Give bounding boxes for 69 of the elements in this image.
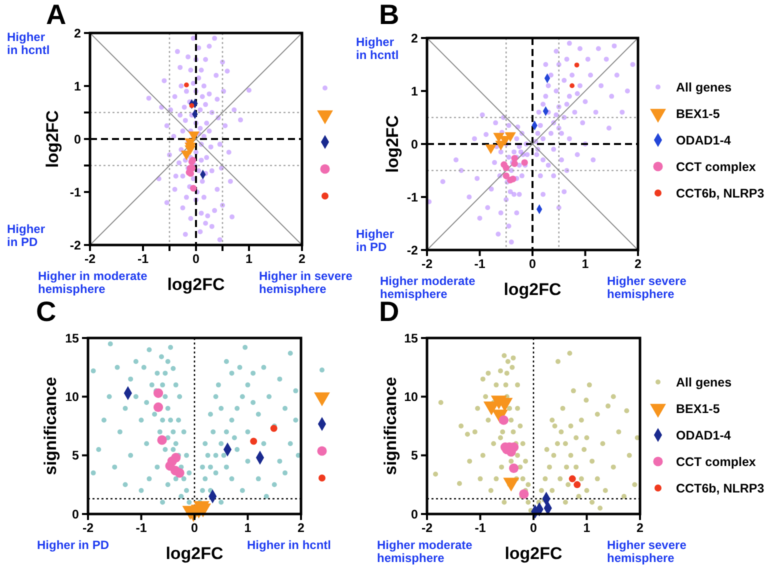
y-axis-title: log2FC	[382, 115, 402, 173]
text: Higher in PD	[7, 222, 46, 249]
y-tick-label: 5	[72, 448, 80, 463]
y-axis-title: significance	[380, 376, 400, 476]
y-tick-label: 5	[411, 448, 418, 463]
x-tick-label: 2	[634, 257, 642, 271]
legend-label: BEX1-5	[676, 106, 720, 121]
y-tick-label: 0	[411, 507, 418, 522]
y-tick-label: 10	[404, 390, 418, 404]
x-tick-label: 0	[529, 257, 536, 271]
text: Higher severe hemisphere	[607, 274, 687, 301]
text: Higher in severe hemisphere	[259, 269, 353, 296]
y-tick-label: 1	[411, 84, 418, 98]
text: Higher in hcntl	[356, 35, 399, 62]
x-tick-label: -1	[474, 521, 486, 535]
legend-label: ODAD1-4	[676, 133, 731, 148]
x-tick-label: -1	[474, 257, 486, 271]
chart-title: A	[46, 0, 66, 30]
x-tick-label: -1	[137, 252, 149, 266]
x-tick-label: -2	[84, 252, 96, 266]
text: Higher moderate hemisphere	[377, 538, 473, 565]
text: Higher in PD	[356, 227, 394, 254]
y-axis-title: log2FC	[42, 110, 62, 168]
y-tick-label: 1	[74, 79, 82, 94]
x-tick-label: -1	[136, 521, 147, 535]
y-tick-label: -1	[406, 190, 418, 204]
text: Higher in hcntl	[247, 538, 331, 552]
x-tick-label: 1	[583, 521, 590, 535]
x-tick-label: -2	[421, 257, 433, 271]
x-tick-label: 2	[298, 521, 305, 535]
x-tick-label: 1	[582, 257, 589, 271]
y-tick-label: 2	[74, 26, 82, 40]
y-tick-label: 15	[65, 331, 80, 346]
text: Higher in moderate hemisphere	[38, 269, 148, 296]
legend-label: CCT complex	[676, 454, 756, 469]
x-tick-label: 1	[244, 521, 252, 535]
chart-title: C	[36, 296, 56, 327]
x-axis-title: log2FC	[504, 280, 562, 299]
x-tick-label: 0	[191, 521, 198, 535]
legend-label: BEX1-5	[676, 402, 720, 416]
text: Higher in hcntl	[7, 30, 50, 57]
y-axis-title: significance	[40, 376, 60, 476]
text: Higher moderate hemisphere	[380, 274, 476, 301]
y-tick-label: 0	[72, 507, 80, 522]
chart-title: B	[379, 0, 400, 30]
x-tick-label: 0	[192, 252, 200, 266]
y-tick-label: 15	[404, 331, 418, 346]
text: Higher severe hemisphere	[607, 538, 687, 565]
legend-label: ODAD1-4	[676, 428, 731, 442]
y-tick-label: -1	[70, 185, 82, 200]
x-axis-title: log2FC	[166, 544, 224, 563]
y-tick-label: 10	[65, 390, 80, 404]
legend-label: CCT complex	[676, 160, 756, 174]
text: Higher in PD	[37, 538, 110, 552]
legend-label: CCT6b, NLRP3	[676, 186, 764, 200]
x-tick-label: -2	[421, 521, 433, 535]
x-tick-label: 1	[246, 252, 253, 266]
legend-label: All genes	[676, 375, 732, 390]
x-axis-title: log2FC	[167, 275, 225, 294]
x-tick-label: 2	[636, 521, 644, 535]
x-tick-label: 0	[530, 521, 538, 535]
y-tick-label: -2	[70, 238, 82, 252]
y-tick-label: 0	[411, 137, 418, 152]
y-tick-label: 2	[411, 31, 418, 46]
legend-label: CCT6b, NLRP3	[676, 481, 764, 496]
y-tick-label: 0	[74, 132, 82, 146]
x-axis-title: log2FC	[504, 544, 562, 563]
x-tick-label: 2	[298, 252, 306, 266]
legend-label: All genes	[676, 80, 732, 94]
